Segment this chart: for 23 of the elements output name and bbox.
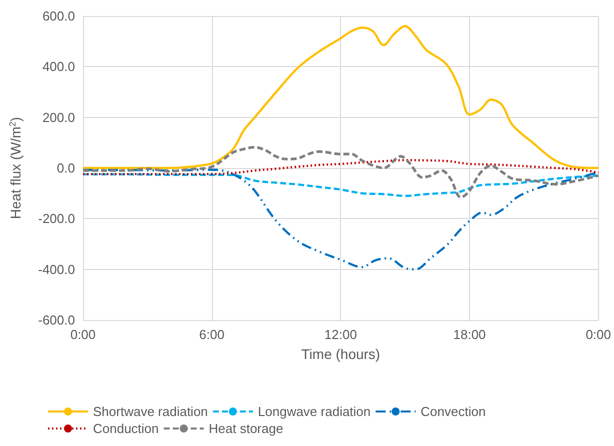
legend-label: Longwave radiation (258, 404, 371, 419)
y-tick-label: 400.0 (42, 59, 75, 74)
y-tick-label: -600.0 (38, 312, 75, 328)
legend-label: Convection (420, 404, 486, 419)
x-tick-label: 0:00 (586, 327, 612, 342)
y-tick-label: -200.0 (38, 211, 75, 226)
x-tick-label: 12:00 (324, 327, 357, 342)
x-axis-title: Time (hours) (301, 346, 380, 362)
x-tick-label: 6:00 (199, 327, 224, 342)
x-tick-label: 0:00 (70, 327, 96, 342)
y-tick-label: -400.0 (38, 262, 75, 277)
legend-label: Shortwave radiation (93, 404, 208, 419)
y-tick-label: 600.0 (42, 8, 75, 24)
legend-label: Conduction (93, 421, 159, 436)
y-tick-label: 0.0 (56, 160, 75, 176)
y-axis-title: Heat flux (W/m2) (8, 116, 24, 220)
x-tick-label: 18:00 (453, 327, 486, 342)
legend-label: Heat storage (208, 421, 284, 436)
line-series (82, 173, 600, 197)
line-series (82, 159, 600, 176)
line-series (82, 25, 600, 170)
line-series (82, 146, 600, 199)
y-tick-label: 200.0 (42, 110, 75, 125)
